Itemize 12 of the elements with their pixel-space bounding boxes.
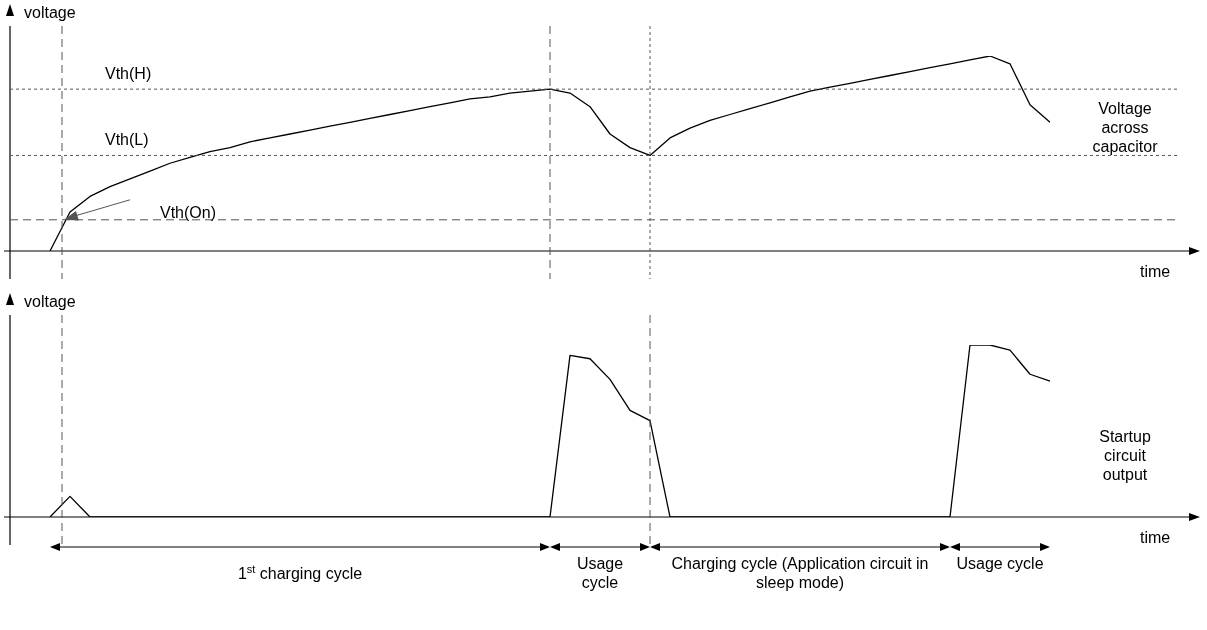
ref-line-label: Vth(H) bbox=[105, 65, 152, 83]
x-axis-title: time bbox=[1140, 529, 1171, 546]
text: Startup circuit output bbox=[1099, 427, 1151, 483]
ref-line-label: Vth(L) bbox=[105, 131, 149, 149]
y-axis-title: voltage bbox=[24, 4, 76, 21]
x-axis-title: time bbox=[1140, 263, 1171, 280]
text: Voltage across capacitor bbox=[1092, 100, 1159, 155]
text: Usage cycle bbox=[956, 555, 1044, 572]
y-axis-title: voltage bbox=[24, 293, 76, 310]
text: Charging cycle (Application circuit in sleep mode) bbox=[671, 555, 929, 591]
ref-line-label: Vth(On) bbox=[160, 203, 217, 221]
text: Usage cycle bbox=[576, 555, 624, 591]
